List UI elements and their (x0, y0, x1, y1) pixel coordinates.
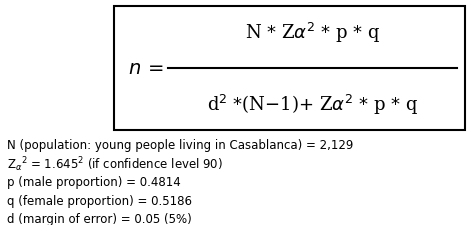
Text: Z$_\alpha$$^2$ = 1.645$^2$ (if confidence level 90): Z$_\alpha$$^2$ = 1.645$^2$ (if confidenc… (7, 154, 223, 173)
Text: N (population: young people living in Casablanca) = 2,129: N (population: young people living in Ca… (7, 139, 354, 152)
Text: q (female proportion) = 0.5186: q (female proportion) = 0.5186 (7, 194, 192, 207)
Text: d (margin of error) = 0.05 (5%): d (margin of error) = 0.05 (5%) (7, 212, 192, 225)
Text: N $*$ Z$\alpha^2$ $*$ p $*$ q: N $*$ Z$\alpha^2$ $*$ p $*$ q (245, 21, 381, 45)
Text: d$^2$ $*$(N$-$1)$+$ Z$\alpha^2$ $*$ p $*$ q: d$^2$ $*$(N$-$1)$+$ Z$\alpha^2$ $*$ p $*… (207, 93, 419, 117)
Text: $n\,=$: $n\,=$ (128, 59, 164, 78)
Bar (114, 7, 465, 130)
Text: p (male proportion) = 0.4814: p (male proportion) = 0.4814 (7, 176, 181, 189)
